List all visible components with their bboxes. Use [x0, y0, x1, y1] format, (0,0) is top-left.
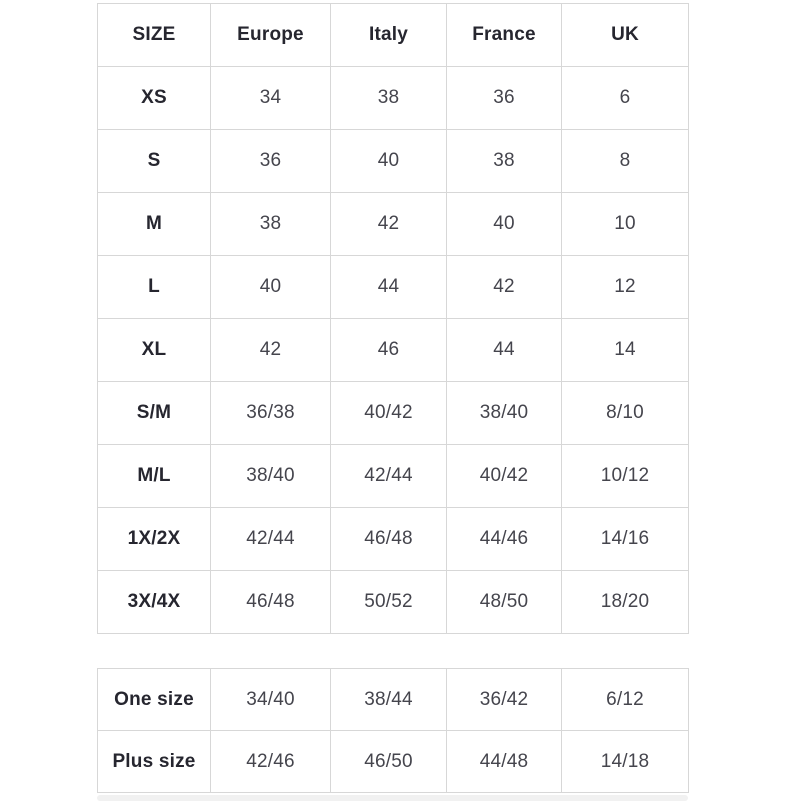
row-label-3x4x: 3X/4X: [97, 570, 211, 634]
table-row-3x4x: 3X/4X 46/48 50/52 48/50 18/20: [97, 570, 689, 634]
column-header-france: France: [446, 3, 562, 67]
size-value-cell: 34/40: [210, 668, 331, 731]
size-guide: SIZE Europe Italy France UK XS 34 38 36 …: [97, 3, 689, 801]
size-value-cell: 46/48: [210, 570, 331, 634]
size-value-cell: 36: [210, 129, 331, 193]
column-header-uk: UK: [561, 3, 689, 67]
size-value-cell: 42: [446, 255, 562, 319]
row-label-ml: M/L: [97, 444, 211, 508]
header-row: SIZE Europe Italy France UK: [97, 3, 689, 67]
row-label-s: S: [97, 129, 211, 193]
column-header-europe: Europe: [210, 3, 331, 67]
size-conversion-table-main: SIZE Europe Italy France UK XS 34 38 36 …: [97, 3, 689, 634]
size-value-cell: 42/44: [210, 507, 331, 571]
size-value-cell: 38: [446, 129, 562, 193]
size-value-cell: 10: [561, 192, 689, 256]
size-value-cell: 38/40: [210, 444, 331, 508]
size-value-cell: 40: [446, 192, 562, 256]
size-value-cell: 50/52: [330, 570, 447, 634]
size-value-cell: 42: [330, 192, 447, 256]
size-conversion-table-special: One size 34/40 38/44 36/42 6/12 Plus siz…: [97, 668, 689, 793]
size-value-cell: 44/48: [446, 730, 562, 793]
size-value-cell: 8/10: [561, 381, 689, 445]
table-row-s: S 36 40 38 8: [97, 129, 689, 193]
size-value-cell: 46: [330, 318, 447, 382]
size-value-cell: 38: [330, 66, 447, 130]
table-row-ml: M/L 38/40 42/44 40/42 10/12: [97, 444, 689, 508]
size-value-cell: 8: [561, 129, 689, 193]
size-value-cell: 6/12: [561, 668, 689, 731]
table-row-m: M 38 42 40 10: [97, 192, 689, 256]
size-value-cell: 34: [210, 66, 331, 130]
column-header-italy: Italy: [330, 3, 447, 67]
size-value-cell: 6: [561, 66, 689, 130]
table-row-l: L 40 44 42 12: [97, 255, 689, 319]
size-value-cell: 40/42: [330, 381, 447, 445]
size-value-cell: 42: [210, 318, 331, 382]
row-label-xs: XS: [97, 66, 211, 130]
size-value-cell: 38/44: [330, 668, 447, 731]
table-row-plus-size: Plus size 42/46 46/50 44/48 14/18: [97, 730, 689, 793]
size-value-cell: 40: [330, 129, 447, 193]
size-value-cell: 36/42: [446, 668, 562, 731]
size-value-cell: 14: [561, 318, 689, 382]
table-row-sm: S/M 36/38 40/42 38/40 8/10: [97, 381, 689, 445]
size-value-cell: 40: [210, 255, 331, 319]
size-value-cell: 36/38: [210, 381, 331, 445]
column-header-size: SIZE: [97, 3, 211, 67]
size-value-cell: 18/20: [561, 570, 689, 634]
table-bottom-shadow: [97, 795, 688, 801]
size-value-cell: 46/48: [330, 507, 447, 571]
table-row-1x2x: 1X/2X 42/44 46/48 44/46 14/16: [97, 507, 689, 571]
size-value-cell: 44: [446, 318, 562, 382]
size-value-cell: 42/46: [210, 730, 331, 793]
table-row-xl: XL 42 46 44 14: [97, 318, 689, 382]
table-row-one-size: One size 34/40 38/44 36/42 6/12: [97, 668, 689, 731]
size-value-cell: 10/12: [561, 444, 689, 508]
size-value-cell: 46/50: [330, 730, 447, 793]
row-label-l: L: [97, 255, 211, 319]
table-row-xs: XS 34 38 36 6: [97, 66, 689, 130]
size-value-cell: 38/40: [446, 381, 562, 445]
size-value-cell: 42/44: [330, 444, 447, 508]
size-value-cell: 14/18: [561, 730, 689, 793]
size-value-cell: 36: [446, 66, 562, 130]
size-value-cell: 40/42: [446, 444, 562, 508]
row-label-m: M: [97, 192, 211, 256]
size-value-cell: 38: [210, 192, 331, 256]
size-value-cell: 12: [561, 255, 689, 319]
row-label-1x2x: 1X/2X: [97, 507, 211, 571]
row-label-plus-size: Plus size: [97, 730, 211, 793]
row-label-sm: S/M: [97, 381, 211, 445]
size-value-cell: 44/46: [446, 507, 562, 571]
row-label-xl: XL: [97, 318, 211, 382]
row-label-one-size: One size: [97, 668, 211, 731]
size-value-cell: 14/16: [561, 507, 689, 571]
size-value-cell: 48/50: [446, 570, 562, 634]
size-value-cell: 44: [330, 255, 447, 319]
